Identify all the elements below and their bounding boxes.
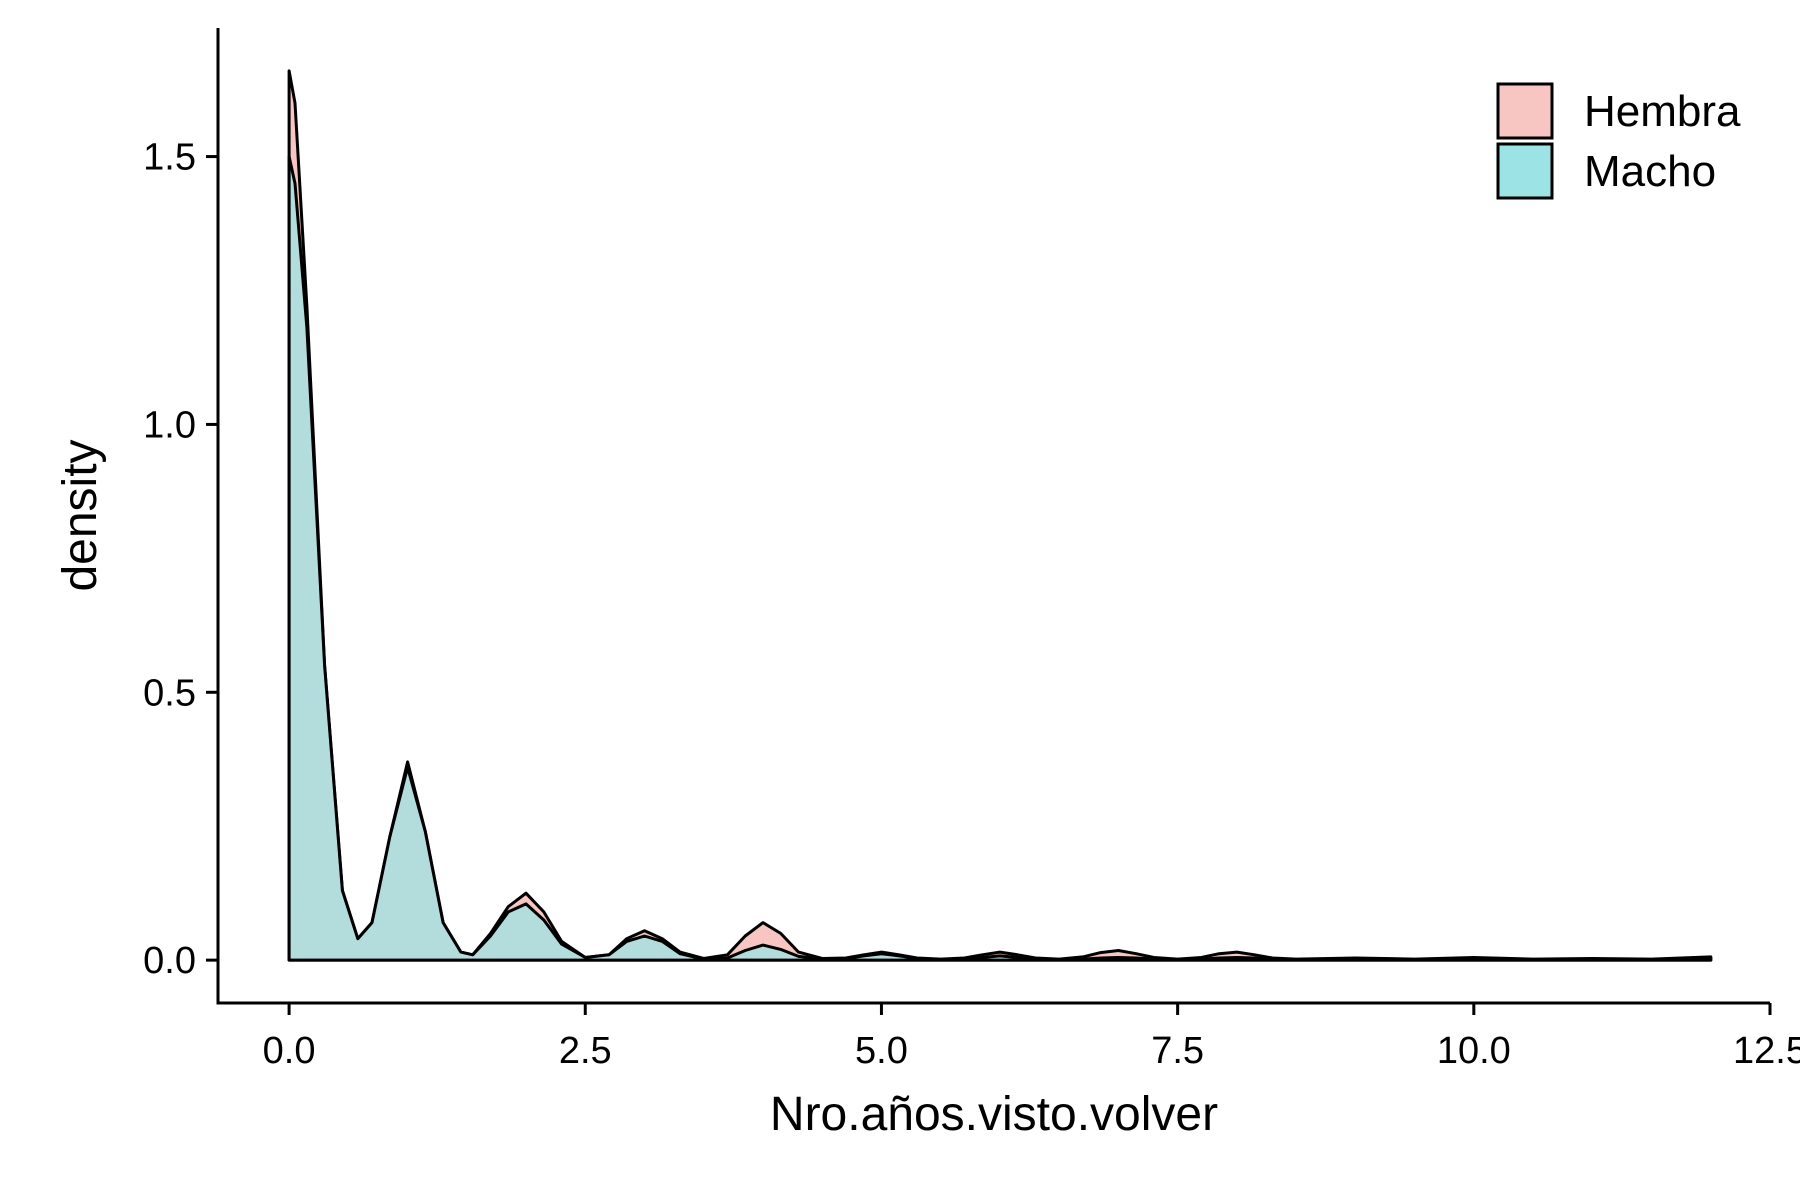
x-ticks: 0.0 2.5 5.0 7.5 10.0 12.5 <box>263 1003 1800 1072</box>
y-tick-label: 1.5 <box>143 137 196 179</box>
legend: Hembra Macho <box>1496 82 1741 200</box>
x-tick-label: 0.0 <box>263 1030 316 1072</box>
x-tick-label: 7.5 <box>1151 1030 1204 1072</box>
y-tick-label: 0.5 <box>143 672 196 714</box>
y-axis-title: density <box>54 439 107 591</box>
axes: 0.0 2.5 5.0 7.5 10.0 12.5 0.0 0.5 1.0 1.5 <box>143 28 1800 1072</box>
legend-label-hembra: Hembra <box>1584 87 1741 136</box>
legend-key-hembra <box>1496 82 1554 140</box>
y-tick-label: 1.0 <box>143 404 196 446</box>
density-area-macho <box>287 155 1713 962</box>
x-tick-label: 2.5 <box>559 1030 612 1072</box>
legend-label-macho: Macho <box>1584 147 1716 196</box>
y-ticks: 0.0 0.5 1.0 1.5 <box>143 137 218 982</box>
y-tick-label: 0.0 <box>143 940 196 982</box>
x-tick-label: 5.0 <box>855 1030 908 1072</box>
plot-area <box>287 69 1713 962</box>
legend-key-macho <box>1496 142 1554 200</box>
x-tick-label: 12.5 <box>1733 1030 1800 1072</box>
density-area-hembra <box>287 69 1713 962</box>
x-tick-label: 10.0 <box>1437 1030 1511 1072</box>
x-axis-title: Nro.años.visto.volver <box>770 1088 1218 1141</box>
